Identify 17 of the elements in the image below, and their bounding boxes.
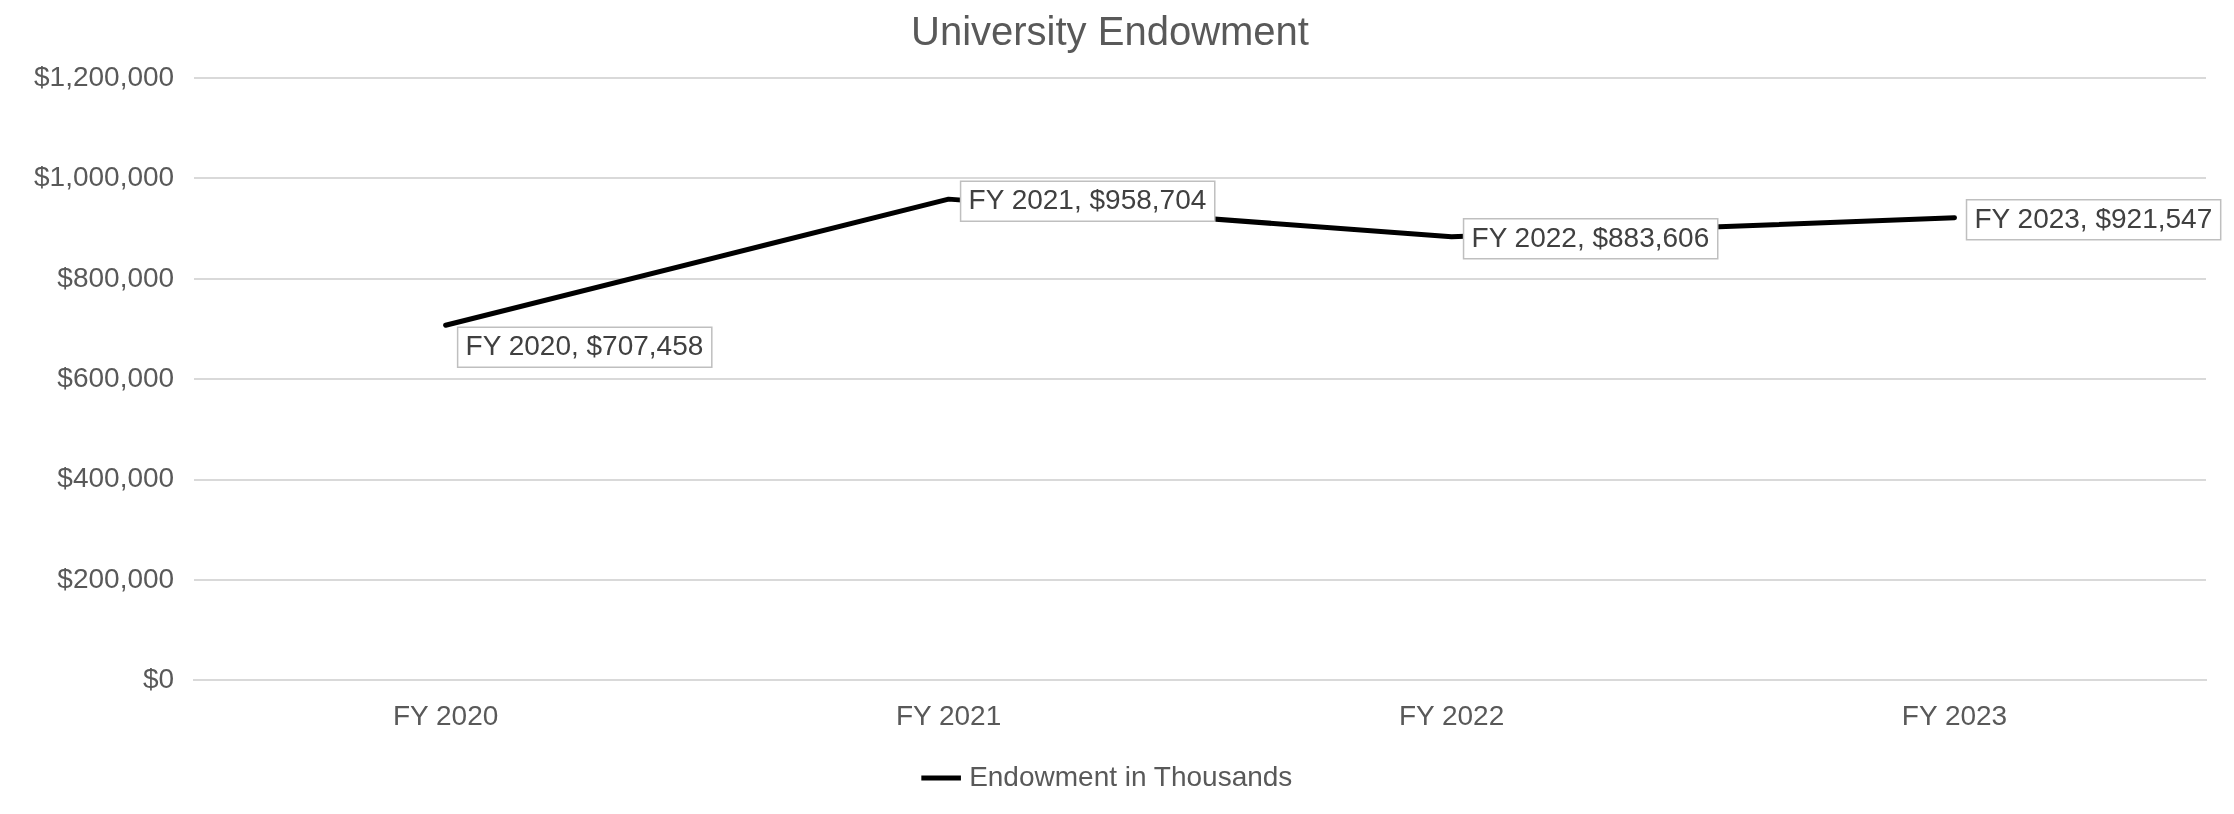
y-tick-label: $200,000 [57,562,175,594]
y-tick-label: $1,000,000 [34,161,175,193]
y-tick-label: $800,000 [57,261,175,293]
y-tick-label: $600,000 [57,361,175,393]
data-label: FY 2020, $707,458 [465,329,704,361]
data-label: FY 2023, $921,547 [1974,202,2213,234]
legend-label: Endowment in Thousands [969,760,1293,792]
x-tick-label: FY 2021 [895,699,1002,731]
x-tick-label: FY 2020 [392,699,499,731]
y-tick-label: $1,200,000 [34,60,175,92]
chart-title: University Endowment [911,9,1309,54]
data-label: FY 2021, $958,704 [968,183,1207,215]
x-tick-label: FY 2022 [1398,699,1505,731]
x-tick-label: FY 2023 [1901,699,2008,731]
data-label: FY 2022, $883,606 [1471,221,1710,253]
y-tick-label: $0 [142,663,175,695]
y-tick-label: $400,000 [57,462,175,494]
